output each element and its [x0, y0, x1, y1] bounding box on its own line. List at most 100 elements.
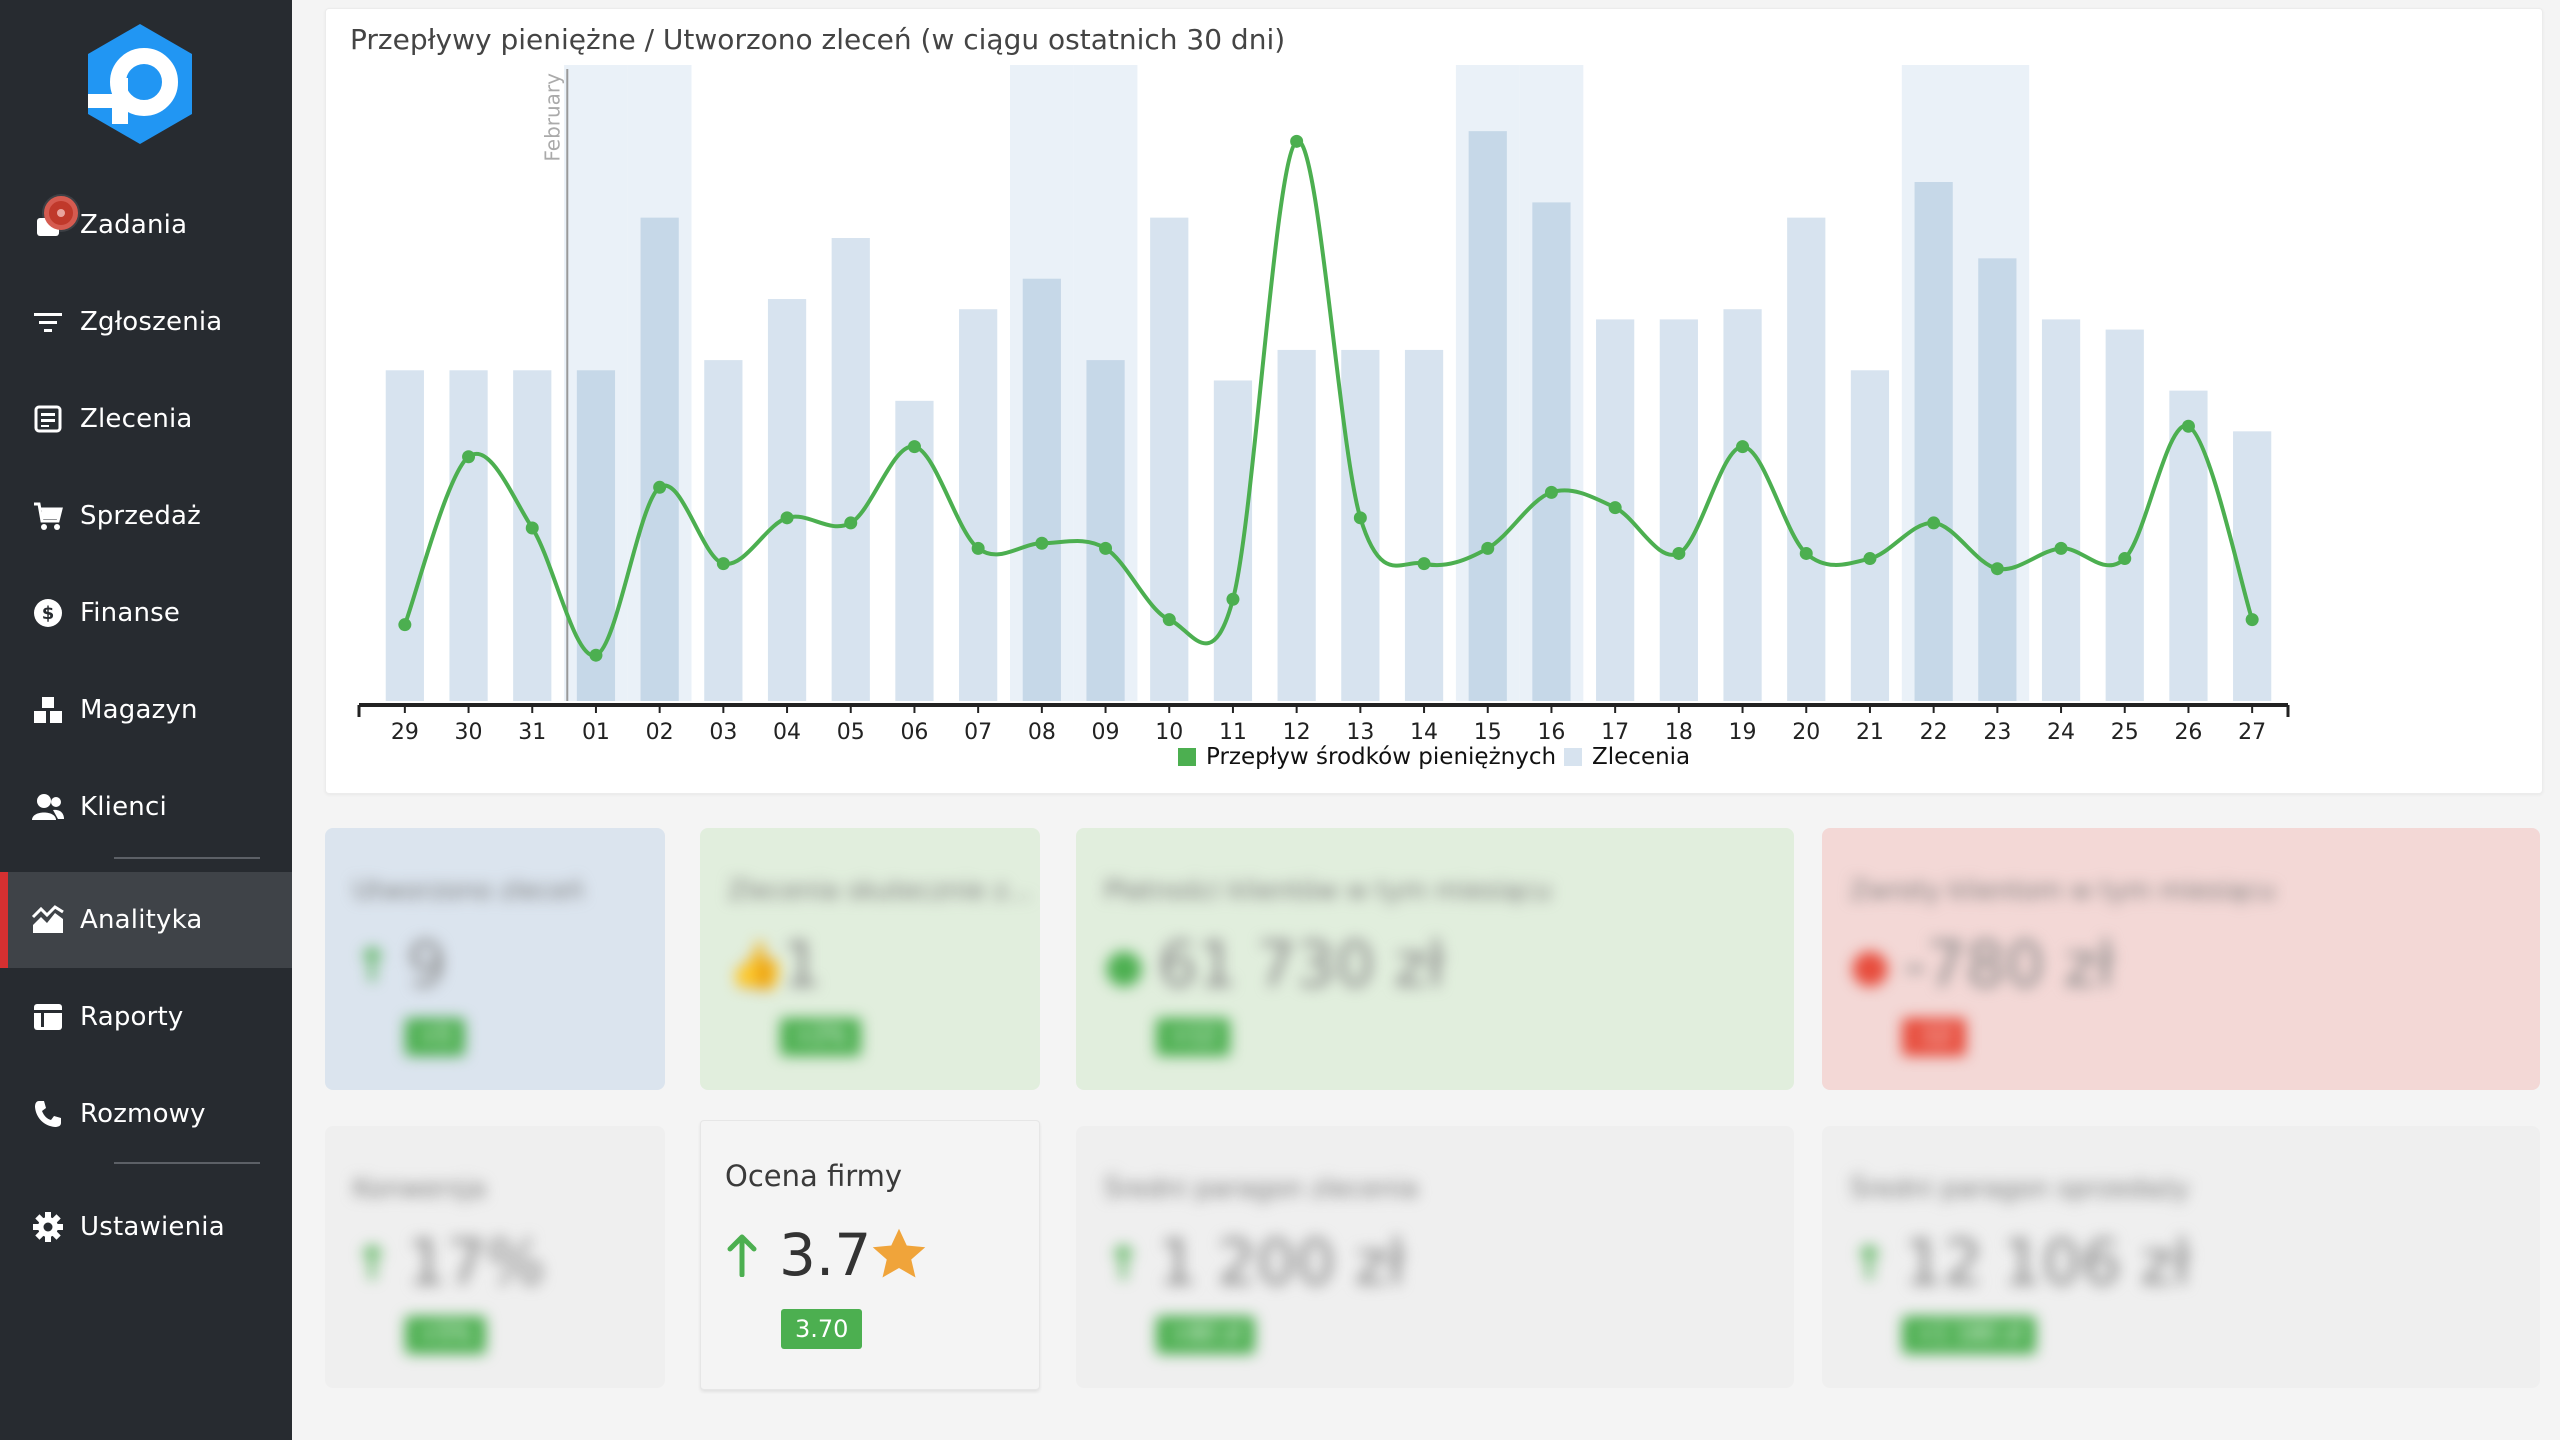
stat-badge: -12	[1902, 1018, 1966, 1056]
tick-label: 15	[1474, 720, 1502, 745]
trend-icon: ●	[1850, 938, 1891, 992]
bar-20	[1787, 217, 1826, 701]
bar-04	[767, 299, 807, 701]
bar-30	[449, 370, 488, 701]
tick-label: 25	[2111, 720, 2139, 745]
sidebar-divider	[114, 857, 260, 859]
tick-label: 20	[1792, 720, 1820, 745]
trend-icon: ↑	[1104, 1236, 1143, 1290]
stat-badge: +80 zł	[1156, 1316, 1256, 1354]
stat-badge: +5	[405, 1018, 466, 1056]
stat-card: Utworzono zleceń ↑ 9 +5	[325, 828, 665, 1090]
cashflow-point-16	[1544, 485, 1558, 499]
sidebar: Zadania Zgłoszenia Zlecenia Sprzedaż $ Finans…	[0, 0, 292, 1440]
logo-icon[interactable]	[84, 22, 196, 146]
trend-icon: ↑	[1850, 1236, 1889, 1290]
trend-icon: 👍	[728, 938, 786, 992]
sidebar-item-label: Analityka	[80, 905, 203, 935]
phone-icon	[30, 1096, 66, 1132]
sidebar-item-klienci[interactable]: Klienci	[0, 759, 292, 855]
cashflow-point-23	[1990, 562, 2004, 576]
cashflow-point-04	[780, 511, 794, 525]
sidebar-item-zgloszenia[interactable]: Zgłoszenia	[0, 274, 292, 370]
cashflow-point-31	[525, 521, 539, 535]
cashflow-point-17	[1608, 501, 1622, 515]
rating-badge: 3.70	[781, 1309, 863, 1349]
arrow-up-icon	[727, 1234, 757, 1277]
svg-text:$: $	[42, 603, 55, 624]
cashflow-point-18	[1672, 546, 1686, 560]
tick-label: 26	[2174, 720, 2202, 745]
tick-label: 05	[837, 720, 865, 745]
sidebar-item-analityka[interactable]: Analityka	[0, 872, 292, 968]
stat-value: 17%	[407, 1226, 545, 1299]
legend-swatch-orders	[1564, 748, 1582, 766]
cashflow-point-20	[1799, 546, 1813, 560]
tick-label: 19	[1729, 720, 1757, 745]
stat-card: Zlecenia skutecznie z... 👍 1 +2%	[700, 828, 1040, 1090]
cashflow-point-25	[2118, 552, 2132, 566]
reports-icon	[30, 999, 66, 1035]
sidebar-item-magazyn[interactable]: Magazyn	[0, 662, 292, 758]
sidebar-item-zadania[interactable]: Zadania	[0, 177, 292, 273]
cashflow-point-29	[398, 618, 412, 632]
cashflow-point-03	[716, 557, 730, 571]
cashflow-point-01	[589, 648, 603, 662]
stat-value: -780 zł	[1904, 928, 2115, 1001]
cashflow-point-07	[971, 541, 985, 555]
sidebar-item-sprzedaz[interactable]: Sprzedaż	[0, 468, 292, 564]
cashflow-point-02	[653, 480, 667, 494]
tick-label: 07	[964, 720, 992, 745]
sidebar-item-label: Zadania	[80, 210, 188, 240]
cashflow-point-24	[2054, 541, 2068, 555]
sidebar-item-raporty[interactable]: Raporty	[0, 969, 292, 1065]
bar-29	[385, 370, 424, 701]
trend-icon: ↑	[353, 1236, 392, 1290]
analytics-icon	[30, 902, 66, 938]
bar-14	[1404, 349, 1444, 701]
stat-value: 61 730 zł	[1158, 928, 1445, 1001]
sidebar-item-zlecenia[interactable]: Zlecenia	[0, 371, 292, 467]
cart-icon	[30, 498, 66, 534]
bar-24	[2041, 319, 2081, 701]
tick-label: 10	[1155, 720, 1183, 745]
dollar-icon: $	[30, 595, 66, 631]
trend-icon: ●	[1104, 938, 1145, 992]
bar-22	[1914, 182, 1953, 702]
bar-03	[704, 360, 743, 701]
cashflow-point-05	[844, 516, 858, 530]
stat-value: 1 200 zł	[1158, 1226, 1406, 1299]
tick-label: 06	[900, 720, 928, 745]
stat-badge: +12	[1156, 1018, 1231, 1056]
stat-title: Średni paragon zlecenia	[1104, 1174, 1419, 1204]
stat-value: 12 106 zł	[1904, 1226, 2191, 1299]
cashflow-point-09	[1099, 541, 1113, 555]
tick-label: 24	[2047, 720, 2075, 745]
cashflow-point-12	[1290, 134, 1304, 148]
tick-label: 27	[2238, 720, 2266, 745]
bar-15	[1468, 131, 1507, 702]
sidebar-item-rozmowy[interactable]: Rozmowy	[0, 1066, 292, 1162]
stat-card: Płatności klientów w tym miesiącu ● 61 730…	[1076, 828, 1794, 1090]
stat-title: Średni paragon sprzedaży	[1850, 1174, 2190, 1204]
tick-label: 09	[1092, 720, 1120, 745]
cashflow-point-30	[462, 450, 476, 464]
tick-label: 18	[1665, 720, 1693, 745]
company-rating-card: Ocena firmy 3.7 3.70	[700, 1120, 1040, 1390]
stat-value: 1	[782, 928, 822, 1001]
cashflow-point-22	[1927, 516, 1941, 530]
sidebar-item-finanse[interactable]: $ Finanse	[0, 565, 292, 661]
bar-02	[640, 217, 679, 701]
bar-23	[1978, 258, 2017, 701]
notification-badge	[44, 196, 78, 230]
sidebar-item-ustawienia[interactable]: Ustawienia	[0, 1179, 292, 1275]
legend-swatch-cashflow	[1178, 748, 1196, 766]
stat-badge: +2%	[780, 1018, 862, 1056]
sidebar-item-label: Rozmowy	[80, 1099, 206, 1129]
tick-label: 29	[391, 720, 419, 745]
bar-18	[1659, 319, 1698, 701]
sidebar-item-label: Klienci	[80, 792, 167, 822]
chart-title: Przepływy pieniężne / Utworzono zleceń (…	[350, 23, 1286, 56]
cashflow-point-13	[1353, 511, 1367, 525]
stat-badge: +5%	[405, 1316, 487, 1354]
